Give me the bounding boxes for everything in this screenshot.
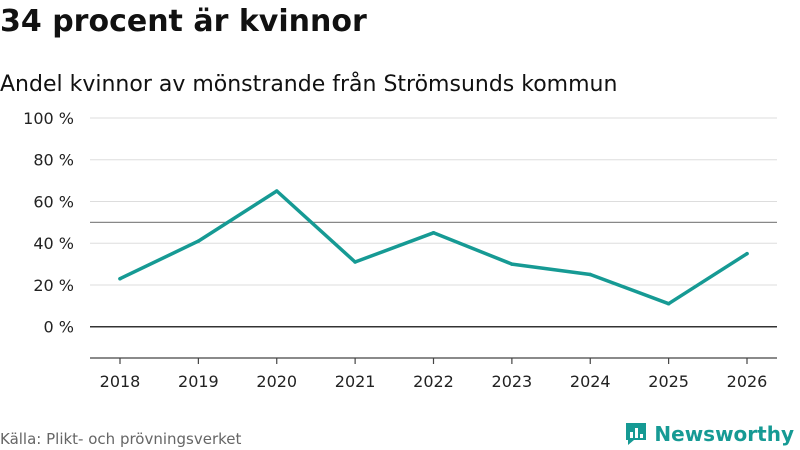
x-tick-label: 2024	[570, 372, 611, 391]
source-note: Källa: Plikt- och prövningsverket	[0, 430, 242, 448]
brand-logo: Newsworthy	[624, 421, 794, 447]
y-tick-label: 0 %	[44, 318, 74, 337]
chart-subtitle: Andel kvinnor av mönstrande från Strömsu…	[0, 72, 618, 97]
brand-name: Newsworthy	[654, 422, 794, 446]
data-point	[745, 251, 749, 256]
data-point	[196, 239, 201, 243]
data-point	[275, 189, 279, 193]
x-tick-label: 2021	[335, 372, 376, 391]
y-tick-label: 80 %	[33, 151, 74, 170]
data-point	[666, 301, 671, 306]
x-tick-label: 2026	[727, 372, 768, 391]
data-point	[431, 231, 436, 235]
y-tick-label: 60 %	[33, 192, 74, 211]
x-tick-label: 2020	[256, 372, 297, 391]
data-point	[510, 262, 514, 266]
chart-title: 34 procent är kvinnor	[0, 4, 367, 39]
x-tick-label: 2023	[492, 372, 533, 391]
data-point	[588, 272, 592, 277]
y-tick-label: 100 %	[23, 109, 74, 128]
y-tick-label: 20 %	[33, 276, 74, 295]
series-line	[118, 189, 749, 306]
newsworthy-icon	[626, 423, 647, 445]
x-tick-label: 2018	[100, 372, 141, 391]
data-point	[118, 276, 122, 281]
x-tick-label: 2019	[178, 372, 219, 391]
data-point	[353, 260, 357, 264]
y-tick-label: 40 %	[33, 234, 74, 253]
x-tick-label: 2022	[413, 372, 454, 391]
x-tick-label: 2025	[648, 372, 689, 391]
